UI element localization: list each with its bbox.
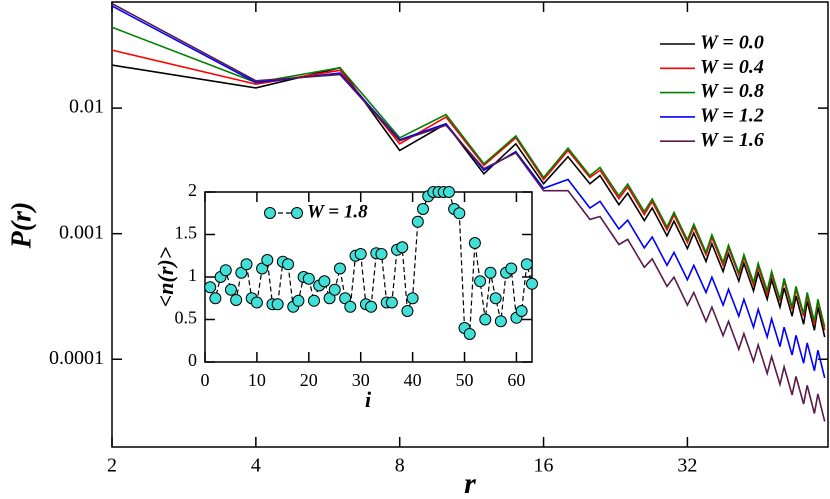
- data-point: [406, 292, 419, 305]
- y-tick-label: 1.5: [175, 223, 198, 243]
- data-point: [261, 254, 274, 266]
- legend-marker: [291, 207, 303, 219]
- x-tick-label: 20: [300, 370, 318, 390]
- series-line: [112, 2, 826, 422]
- series-line: [112, 64, 826, 338]
- y-tick-label: 0: [188, 350, 197, 370]
- data-point: [505, 262, 518, 275]
- data-point: [484, 266, 497, 279]
- y-tick-label: 0.5: [175, 308, 198, 328]
- data-point: [219, 264, 232, 277]
- data-point: [250, 296, 263, 309]
- inset-y-axis-label: <n(r)>: [153, 247, 178, 308]
- data-point: [302, 272, 315, 285]
- x-tick-label: 50: [456, 370, 474, 390]
- legend-label: W = 1.8: [307, 201, 368, 222]
- y-tick-label: 0.001: [59, 221, 104, 243]
- data-point: [520, 258, 533, 271]
- data-point: [344, 300, 357, 313]
- y-tick-label: 0.01: [69, 96, 104, 118]
- data-point: [375, 248, 388, 261]
- plot-frame: [111, 1, 829, 448]
- legend-label: W = 1.6: [700, 129, 764, 151]
- data-point: [333, 262, 346, 275]
- data-point: [308, 294, 320, 307]
- data-point: [328, 283, 341, 296]
- data-point: [526, 277, 538, 290]
- data-point: [494, 315, 507, 328]
- x-tick-label: 4: [251, 455, 261, 477]
- data-point: [489, 292, 502, 305]
- x-tick-label: 40: [404, 370, 422, 390]
- legend-label: W = 0.4: [700, 56, 764, 78]
- data-point: [365, 300, 378, 313]
- x-tick-label: 10: [248, 370, 266, 390]
- legend-label: W = 0.8: [700, 80, 764, 102]
- data-point: [240, 258, 253, 271]
- x-tick-label: 16: [534, 455, 554, 477]
- data-point: [442, 186, 455, 198]
- y-tick-label: 2: [188, 180, 197, 200]
- data-point: [453, 207, 466, 220]
- x-tick-label: 8: [395, 455, 405, 477]
- data-point: [417, 203, 429, 215]
- y-axis-label: P(r): [6, 202, 37, 250]
- inset-plot: 0 10 20 30 40 50 60 0 0.5 1 1.5 2 W = 1.8: [175, 180, 538, 390]
- data-point: [318, 275, 331, 288]
- data-point: [401, 305, 414, 317]
- y-tick-label: 1: [188, 265, 197, 285]
- legend-label: W = 0.0: [700, 32, 764, 54]
- series-line: [112, 26, 826, 328]
- data-point: [224, 283, 237, 296]
- series-line: [112, 5, 826, 379]
- x-tick-label: 30: [352, 370, 370, 390]
- data-point: [463, 327, 476, 340]
- x-tick-label: 60: [507, 370, 525, 390]
- x-axis-label: r: [464, 467, 476, 499]
- x-tick-label: 32: [677, 455, 697, 477]
- data-point: [385, 296, 398, 309]
- data-point: [209, 292, 222, 305]
- y-tick-label: 0.0001: [49, 347, 104, 369]
- x-tick-label: 2: [107, 455, 117, 477]
- data-point: [230, 293, 243, 306]
- x-tick-label: 0: [201, 370, 210, 390]
- data-point: [396, 241, 409, 254]
- data-point: [411, 215, 424, 228]
- data-point: [354, 248, 367, 261]
- data-point: [468, 237, 481, 249]
- data-point: [271, 298, 284, 311]
- data-point: [204, 281, 217, 294]
- legend-marker: [264, 207, 276, 219]
- inset-x-axis-label: i: [365, 387, 372, 412]
- data-point: [282, 258, 295, 271]
- data-point: [515, 305, 528, 317]
- data-point: [479, 313, 492, 326]
- data-point: [474, 275, 487, 288]
- data-point: [292, 294, 305, 307]
- legend-label: W = 1.2: [700, 104, 764, 126]
